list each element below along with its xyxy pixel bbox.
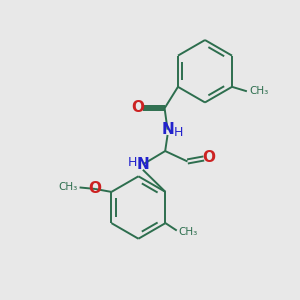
Text: O: O (131, 100, 144, 115)
Text: H: H (128, 156, 137, 170)
Text: N: N (161, 122, 174, 137)
Text: CH₃: CH₃ (178, 227, 197, 237)
Text: CH₃: CH₃ (249, 86, 268, 96)
Text: O: O (88, 181, 101, 196)
Text: CH₃: CH₃ (58, 182, 77, 192)
Text: H: H (174, 125, 184, 139)
Text: O: O (202, 150, 215, 165)
Text: N: N (136, 157, 149, 172)
